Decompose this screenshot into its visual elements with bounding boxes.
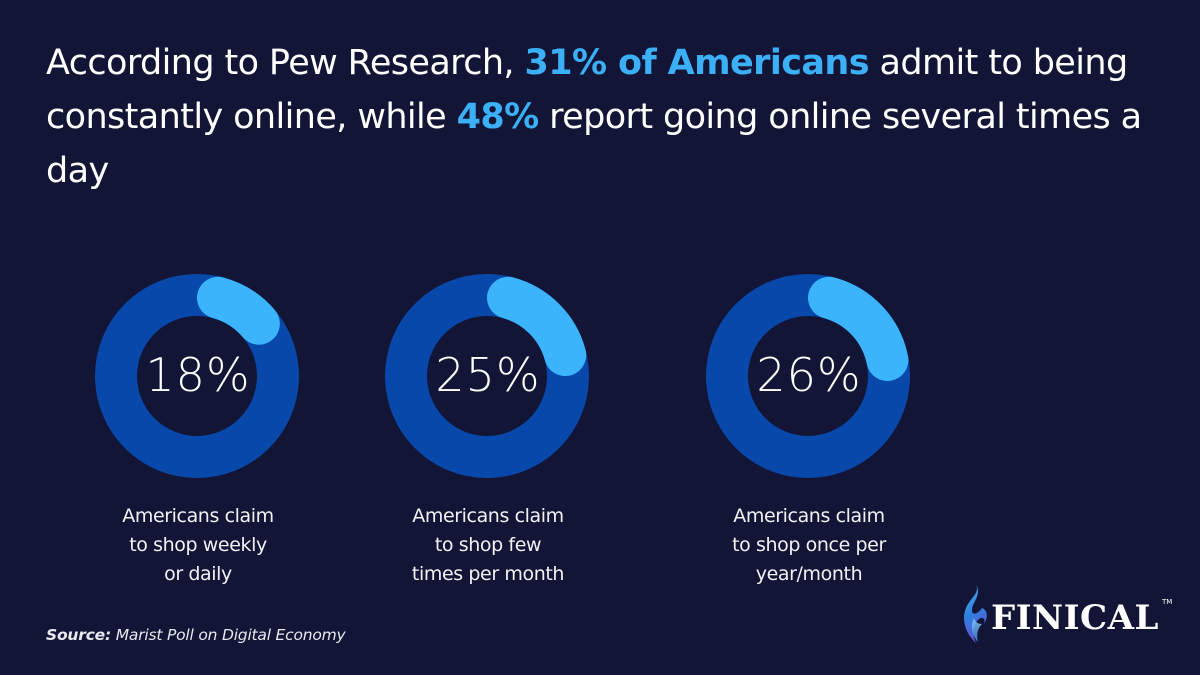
headline-text-2: admit to being constantly online, while: [46, 43, 1128, 137]
caption-line: year/month: [755, 563, 863, 585]
donut-value: 25%: [435, 348, 541, 402]
headline-text-3: report going online several times a day: [46, 97, 1142, 191]
donut-track: [95, 274, 299, 478]
donut-value-arc: [486, 276, 587, 377]
finical-logo: FINICAL TM: [958, 580, 1178, 650]
donut-value: 18%: [145, 348, 251, 402]
donut-track: [385, 274, 589, 478]
caption-line: Americans claim: [733, 505, 885, 527]
headline: According to Pew Research, 31% of Americ…: [46, 36, 1156, 198]
donut-ring: [385, 274, 589, 478]
donut-ring: [706, 274, 910, 478]
caption-line: to shop once per: [732, 534, 886, 556]
donut-ring: [95, 274, 299, 478]
caption-line: to shop weekly: [129, 534, 267, 556]
flame-icon: [964, 584, 987, 643]
donut-value-arc: [196, 276, 280, 345]
source-label: Source:: [46, 626, 111, 644]
donut-value-arc: [807, 276, 909, 381]
caption-line: Americans claim: [122, 505, 274, 527]
logo-wordmark: FINICAL: [991, 598, 1159, 638]
donut-caption: Americans claim to shop weekly or daily: [68, 502, 328, 589]
caption-line: Americans claim: [412, 505, 564, 527]
donut-caption: Americans claim to shop few times per mo…: [358, 502, 618, 589]
donut-value: 26%: [756, 348, 862, 402]
donut-caption: Americans claim to shop once per year/mo…: [679, 502, 939, 589]
headline-highlight-31-percent: 31% of Americans: [524, 43, 869, 83]
caption-line: times per month: [411, 563, 565, 585]
source-note: Source: Marist Poll on Digital Economy: [46, 626, 346, 644]
trademark-symbol: TM: [1162, 598, 1173, 606]
caption-line: to shop few: [434, 534, 542, 556]
source-text: Marist Poll on Digital Economy: [111, 626, 346, 644]
headline-text-1: According to Pew Research,: [46, 43, 525, 83]
caption-line: or daily: [164, 563, 232, 585]
headline-highlight-48-percent: 48%: [456, 97, 540, 137]
